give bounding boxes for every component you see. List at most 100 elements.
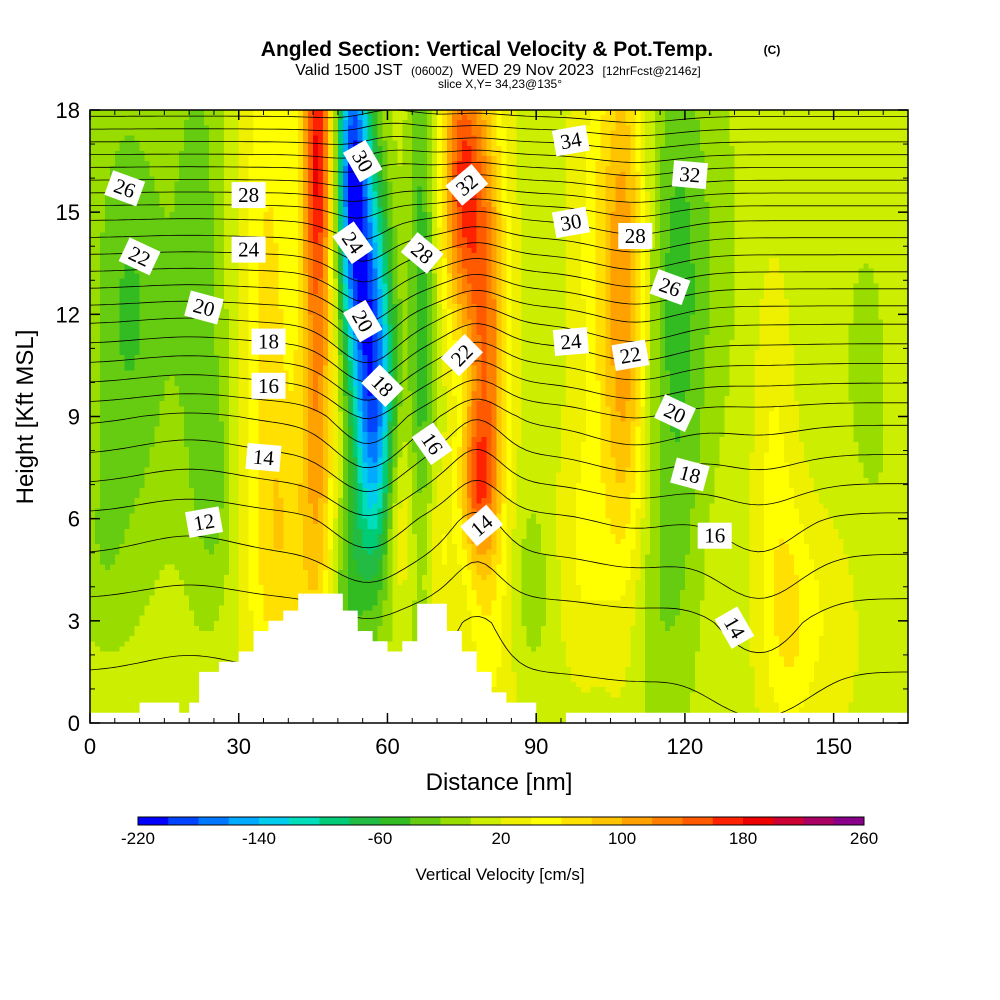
contour-label-box	[332, 221, 374, 265]
contour-label-box	[342, 139, 383, 183]
colorbar-swatch	[138, 817, 169, 825]
subtitle-utc-time: (0600Z)	[411, 64, 453, 78]
contour-label-box	[361, 364, 404, 408]
colorbar-swatch	[712, 817, 744, 825]
contour-label-box	[445, 164, 489, 206]
plot-area: 2622202824181614123024201828322216143430…	[90, 110, 908, 723]
contour-label: 24	[231, 236, 266, 263]
contour-label: 28	[618, 223, 653, 249]
colorbar-tick-label: 260	[850, 829, 878, 848]
contour-label-box	[714, 606, 755, 649]
contour-label-box	[551, 206, 590, 239]
colorbar-swatch	[198, 817, 230, 825]
y-tick-label: 15	[56, 200, 80, 225]
subtitle-valid-time: Valid 1500 JST	[295, 62, 403, 79]
contour-label-box	[552, 327, 589, 357]
colorbar-swatch	[591, 817, 623, 825]
y-tick-label: 12	[56, 302, 80, 327]
theta-contour-line	[90, 136, 908, 150]
colorbar-swatch	[289, 817, 320, 825]
contour-label: 16	[697, 522, 732, 549]
contour-label-box	[654, 394, 696, 433]
colorbar-swatch	[652, 817, 683, 825]
y-tick-label: 0	[68, 711, 80, 736]
contour-label-box	[185, 506, 223, 538]
x-tick-label: 0	[84, 734, 96, 759]
colorbar-swatch	[319, 817, 351, 825]
colorbar-tick-label: -60	[368, 829, 393, 848]
colorbar-swatch	[833, 817, 865, 825]
x-tick-label: 60	[375, 734, 399, 759]
colorbar-swatch	[622, 817, 653, 825]
colorbar-swatch	[349, 817, 381, 825]
colorbar-tick-label: 180	[729, 829, 757, 848]
theta-contour-line	[90, 511, 908, 599]
contour-label-text: 28	[625, 224, 646, 248]
contour-label-box	[245, 442, 282, 472]
slice-label: slice X,Y= 34,23@135°	[438, 77, 562, 91]
colorbar-swatch	[228, 817, 260, 825]
theta-contour-line	[90, 149, 908, 163]
contour-label: 26	[104, 170, 146, 207]
contour-label-text: 24	[238, 238, 260, 262]
contour-label-text: 28	[238, 183, 259, 207]
y-tick-label: 9	[68, 405, 80, 430]
theta-contour-line	[90, 398, 908, 469]
x-tick-label: 150	[815, 734, 852, 759]
terrain	[90, 593, 908, 723]
contour-label-text: 34	[558, 127, 583, 154]
colorbar-swatch	[410, 817, 441, 825]
subtitle-forecast-info: [12hrFcst@2146z]	[603, 64, 701, 78]
theta-contour-line	[90, 449, 908, 516]
y-tick-label: 18	[56, 98, 80, 123]
contour-label: 22	[611, 339, 650, 371]
theta-contour-line	[90, 258, 908, 303]
x-tick-label: 90	[524, 734, 548, 759]
contour-label-box	[460, 504, 503, 547]
contour-label-box	[231, 182, 266, 209]
y-tick-label: 6	[68, 507, 80, 532]
contour-label-text: 18	[258, 330, 279, 354]
contour-label-text: 16	[704, 524, 725, 548]
colorbar-tick-label: 100	[608, 829, 636, 848]
y-tick-label: 3	[68, 609, 80, 634]
contour-label: 28	[231, 182, 266, 209]
vertical-velocity-field	[90, 110, 908, 723]
colorbar-swatch	[501, 817, 532, 825]
colorbar-swatch	[440, 817, 472, 825]
colorbar-swatch	[168, 817, 199, 825]
colorbar-tick-label: -140	[242, 829, 276, 848]
contour-label-text: 24	[559, 329, 583, 355]
contour-label: 32	[671, 160, 708, 190]
colorbar-swatch	[561, 817, 593, 825]
colorbar-swatch	[743, 817, 774, 825]
colorbar-frame	[137, 816, 865, 826]
x-axis-label: Distance [nm]	[426, 769, 573, 796]
contour-label: 14	[245, 442, 282, 472]
colorbar-ticks: -220 -140 -60 20 100 180 260	[121, 829, 878, 848]
contour-label: 26	[649, 269, 691, 306]
contour-label: 32	[445, 164, 489, 206]
contour-label-box	[618, 223, 653, 249]
contour-label-box	[104, 170, 146, 207]
contour-label: 18	[670, 457, 710, 492]
y-axis: 0 3 6 9 12 15 18	[56, 98, 908, 736]
contour-label: 18	[251, 328, 286, 355]
contour-label-box	[697, 522, 732, 549]
theta-contour-line	[90, 110, 908, 123]
colorbar-tick-label: -220	[121, 829, 155, 848]
theta-contour-line	[90, 226, 908, 262]
contour-label: 24	[552, 327, 589, 357]
colorbar-swatch	[380, 817, 411, 825]
contour-label-box	[231, 236, 266, 263]
contour-label: 16	[251, 372, 286, 399]
contour-label-box	[342, 299, 383, 343]
contour-label-box	[611, 339, 650, 371]
contour-label-box	[440, 333, 484, 377]
contour-label: 12	[185, 506, 223, 538]
contour-label-text: 16	[258, 374, 279, 398]
colorbar-swatch	[682, 817, 714, 825]
contour-label-box	[671, 160, 708, 190]
colorbar-swatch	[470, 817, 502, 825]
